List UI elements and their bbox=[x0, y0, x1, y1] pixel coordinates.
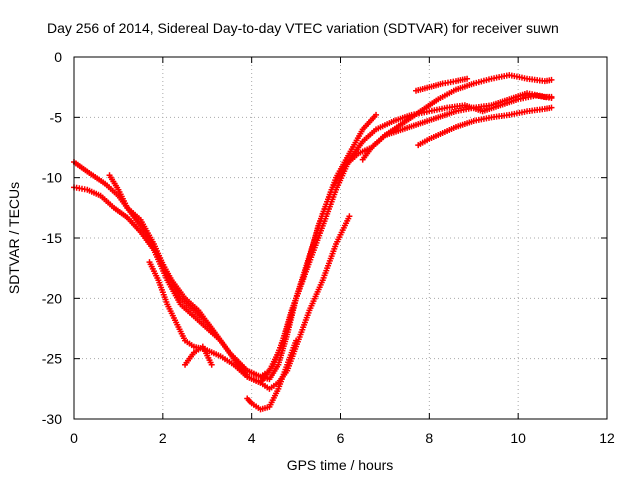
data-points bbox=[71, 72, 555, 413]
x-tick-label: 10 bbox=[510, 430, 526, 446]
x-tick-label: 0 bbox=[70, 430, 78, 446]
x-axis-label: GPS time / hours bbox=[287, 457, 394, 473]
data-point bbox=[373, 111, 380, 118]
y-tick-label: -30 bbox=[42, 411, 62, 427]
series-track-8 bbox=[415, 104, 555, 149]
plot-frame bbox=[73, 56, 608, 420]
y-tick-label: -10 bbox=[42, 170, 62, 186]
data-point bbox=[346, 213, 353, 220]
x-tick-label: 4 bbox=[248, 430, 256, 446]
data-point bbox=[548, 104, 555, 111]
x-tick-label: 8 bbox=[425, 430, 433, 446]
series-track-5 bbox=[182, 343, 215, 368]
data-point bbox=[208, 361, 215, 368]
chart-title: Day 256 of 2014, Sidereal Day-to-day VTE… bbox=[47, 20, 559, 36]
axis-ticks bbox=[73, 56, 608, 420]
series-track-9 bbox=[413, 75, 471, 94]
x-tick-label: 12 bbox=[599, 430, 615, 446]
tick-labels: 0 2 4 6 8 10 12 0 -5 -10 -15 -20 -25 -30 bbox=[42, 49, 615, 446]
y-tick-label: -20 bbox=[42, 290, 62, 306]
grid-lines bbox=[74, 57, 607, 419]
data-point bbox=[548, 76, 555, 83]
data-point bbox=[293, 337, 300, 344]
x-tick-label: 2 bbox=[159, 430, 167, 446]
series-track-3 bbox=[106, 111, 380, 383]
y-tick-label: -15 bbox=[42, 230, 62, 246]
y-tick-label: -5 bbox=[50, 109, 63, 125]
x-tick-label: 6 bbox=[337, 430, 345, 446]
data-point bbox=[464, 75, 471, 82]
series-track-6 bbox=[244, 337, 300, 413]
y-axis-label: SDTVAR / TECUs bbox=[6, 182, 22, 294]
data-point bbox=[548, 93, 555, 100]
y-tick-label: 0 bbox=[54, 49, 62, 65]
y-tick-label: -25 bbox=[42, 351, 62, 367]
series-track-7 bbox=[359, 90, 555, 163]
